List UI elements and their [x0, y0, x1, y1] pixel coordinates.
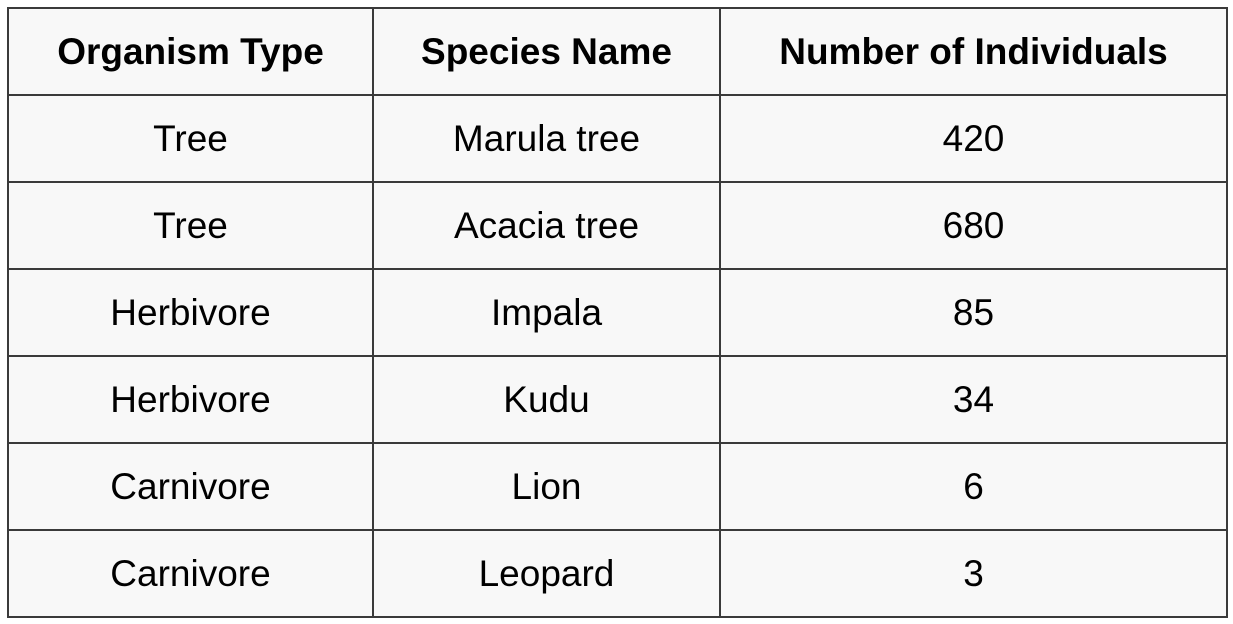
cell-species-name: Lion — [372, 442, 721, 531]
table-row: Carnivore Leopard 3 — [7, 529, 1228, 618]
cell-organism-type: Tree — [7, 94, 374, 183]
cell-organism-type: Herbivore — [7, 268, 374, 357]
cell-number-of-individuals: 3 — [719, 529, 1228, 618]
cell-number-of-individuals: 34 — [719, 355, 1228, 444]
header-number-of-individuals: Number of Individuals — [719, 7, 1228, 96]
table-row: Herbivore Kudu 34 — [7, 355, 1228, 444]
table-row: Carnivore Lion 6 — [7, 442, 1228, 531]
cell-number-of-individuals: 85 — [719, 268, 1228, 357]
header-organism-type: Organism Type — [7, 7, 374, 96]
cell-organism-type: Carnivore — [7, 529, 374, 618]
cell-number-of-individuals: 680 — [719, 181, 1228, 270]
cell-species-name: Leopard — [372, 529, 721, 618]
cell-species-name: Kudu — [372, 355, 721, 444]
table-row: Herbivore Impala 85 — [7, 268, 1228, 357]
cell-number-of-individuals: 6 — [719, 442, 1228, 531]
header-species-name: Species Name — [372, 7, 721, 96]
cell-species-name: Impala — [372, 268, 721, 357]
cell-organism-type: Herbivore — [7, 355, 374, 444]
cell-organism-type: Carnivore — [7, 442, 374, 531]
species-count-table: Organism Type Species Name Number of Ind… — [7, 7, 1228, 618]
cell-species-name: Acacia tree — [372, 181, 721, 270]
table-header: Organism Type Species Name Number of Ind… — [7, 7, 1228, 96]
cell-species-name: Marula tree — [372, 94, 721, 183]
table-row: Tree Marula tree 420 — [7, 94, 1228, 183]
cell-organism-type: Tree — [7, 181, 374, 270]
cell-number-of-individuals: 420 — [719, 94, 1228, 183]
table-body: Tree Marula tree 420 Tree Acacia tree 68… — [7, 94, 1228, 618]
table-row: Tree Acacia tree 680 — [7, 181, 1228, 270]
header-row: Organism Type Species Name Number of Ind… — [7, 7, 1228, 96]
